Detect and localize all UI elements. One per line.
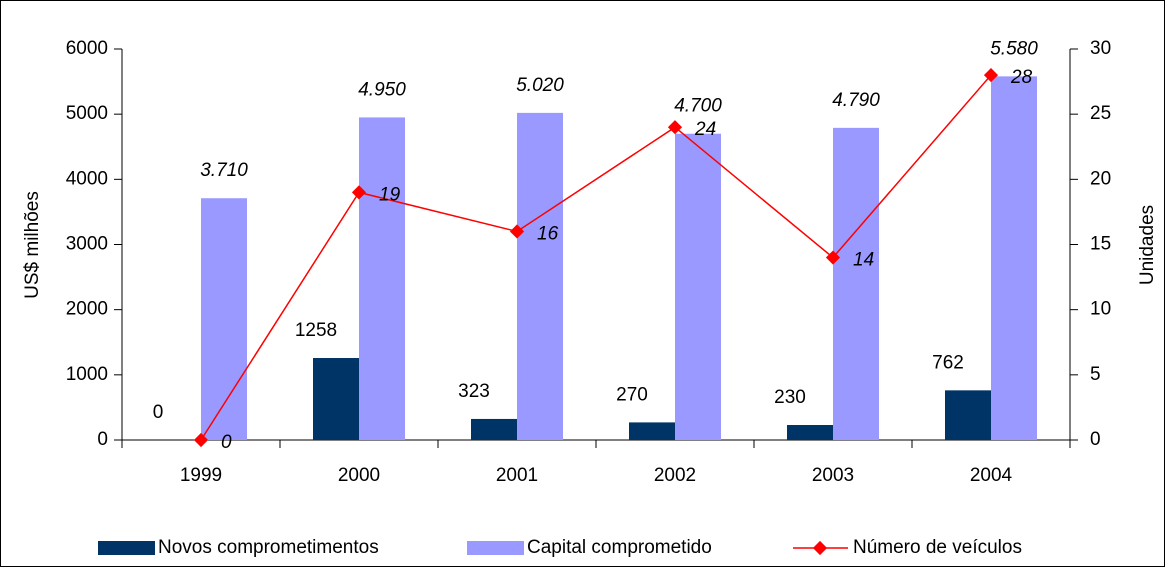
data-label: 5.580 — [990, 38, 1038, 59]
data-label: 3.710 — [200, 160, 248, 181]
bar — [313, 358, 359, 440]
data-label: 1258 — [295, 320, 337, 341]
data-label: 4.790 — [832, 90, 880, 111]
data-label: 323 — [458, 381, 490, 402]
bar — [359, 117, 405, 441]
bar — [517, 112, 563, 440]
y-tick-label: 3000 — [66, 234, 108, 255]
legend-swatch — [467, 541, 524, 555]
bar — [945, 390, 991, 440]
x-tick-label: 2003 — [812, 465, 854, 486]
y-tick-label: 0 — [97, 429, 108, 450]
legend-swatch — [98, 541, 155, 555]
marker — [825, 250, 841, 265]
data-label: 14 — [853, 250, 874, 271]
bar — [471, 418, 517, 440]
y2-tick-label: 0 — [1090, 429, 1101, 450]
marker — [667, 120, 683, 135]
data-label: 270 — [616, 384, 648, 405]
y-tick-label: 2000 — [66, 299, 108, 320]
x-tick-label: 2001 — [496, 465, 538, 486]
legend-marker — [812, 540, 828, 556]
data-label: 4.700 — [674, 96, 722, 117]
data-label: 762 — [932, 352, 964, 373]
x-tick-label: 2002 — [654, 465, 696, 486]
x-tick-label: 2000 — [338, 465, 380, 486]
data-label: 4.950 — [358, 79, 406, 100]
data-label: 0 — [221, 432, 232, 453]
bar — [675, 133, 721, 440]
y2-axis-title: Unidades — [1137, 205, 1158, 285]
y2-tick-label: 15 — [1090, 234, 1111, 255]
bar — [629, 422, 675, 440]
bar — [833, 127, 879, 440]
data-label: 19 — [379, 184, 401, 205]
marker — [351, 185, 367, 200]
line — [200, 74, 992, 441]
data-label: 24 — [694, 119, 716, 140]
marker — [983, 67, 999, 83]
y2-tick-label: 10 — [1090, 299, 1111, 320]
data-label: 230 — [774, 387, 806, 408]
y2-tick-label: 25 — [1090, 103, 1111, 124]
data-label: 16 — [537, 223, 559, 244]
y-tick-label: 6000 — [66, 38, 108, 59]
marker — [193, 432, 209, 448]
y-tick-label: 5000 — [66, 103, 108, 124]
bar — [201, 198, 247, 440]
y-axis-title: US$ milhões — [22, 191, 43, 299]
data-label: 0 — [153, 402, 164, 423]
data-label: 28 — [1010, 67, 1033, 88]
x-tick-label: 2004 — [970, 465, 1013, 486]
y-tick-label: 1000 — [66, 364, 108, 385]
marker — [509, 224, 525, 239]
bar — [787, 425, 833, 440]
y2-tick-label: 30 — [1090, 38, 1111, 59]
data-label: 5.020 — [516, 75, 564, 96]
legend-label: Capital comprometido — [527, 537, 712, 558]
y-tick-label: 4000 — [66, 168, 108, 189]
y2-tick-label: 20 — [1090, 168, 1111, 189]
x-tick-label: 1999 — [180, 465, 222, 486]
bar — [991, 76, 1037, 441]
legend-label: Número de veículos — [853, 537, 1022, 558]
y2-tick-label: 5 — [1090, 364, 1101, 385]
legend-label: Novos comprometimentos — [158, 537, 379, 558]
